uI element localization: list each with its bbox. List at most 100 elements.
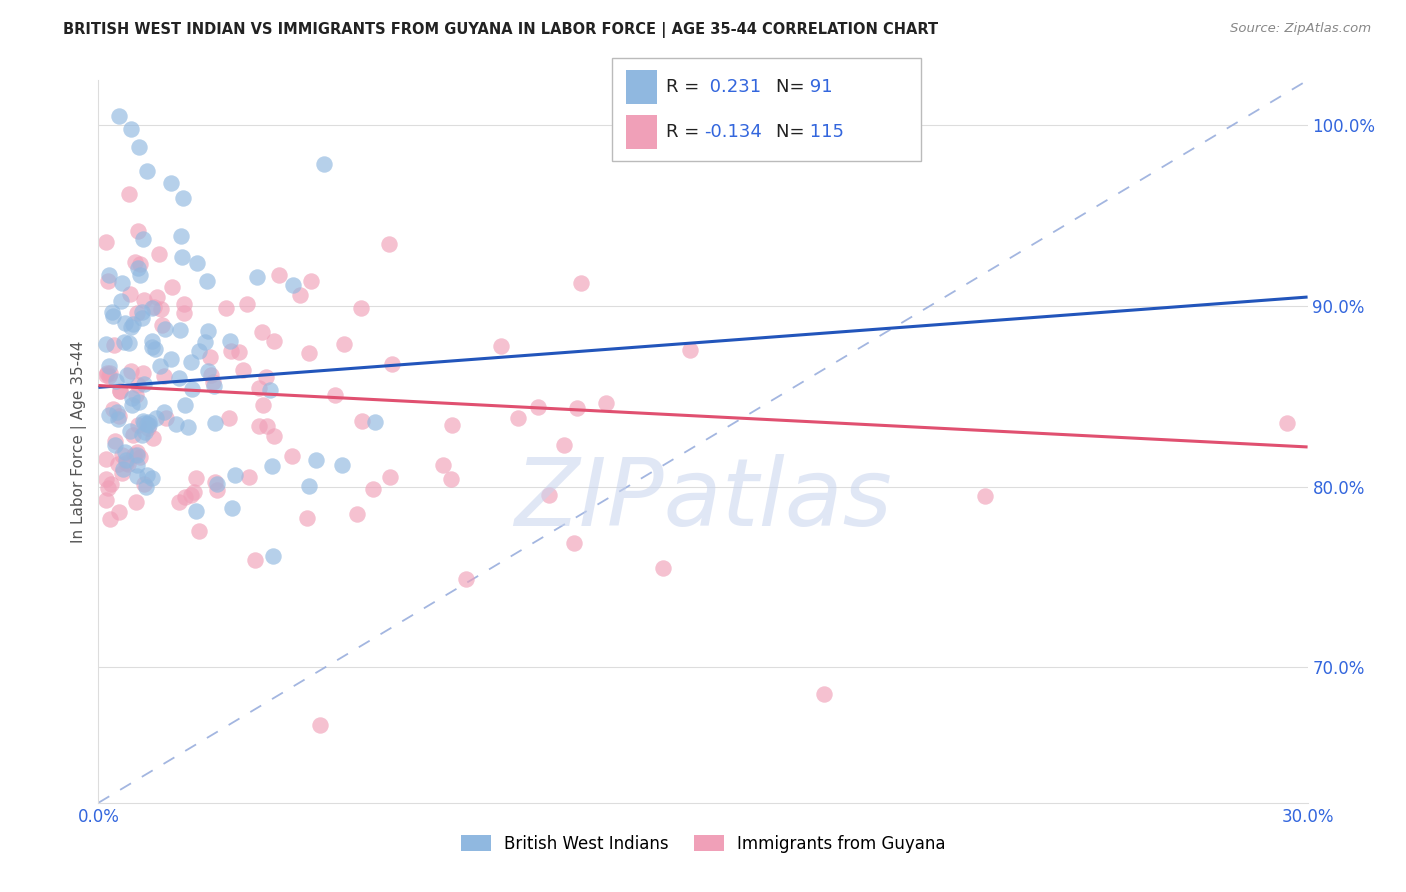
Point bbox=[101, 402, 124, 417]
Point bbox=[254, 370, 277, 384]
Point bbox=[127, 449, 149, 463]
Point bbox=[508, 410, 530, 425]
Point bbox=[108, 384, 131, 398]
Point bbox=[169, 323, 191, 337]
Point bbox=[263, 334, 285, 349]
Point bbox=[167, 371, 190, 385]
Point bbox=[224, 468, 246, 483]
Point bbox=[114, 452, 136, 467]
Point bbox=[97, 408, 120, 422]
Point bbox=[188, 343, 211, 358]
Point bbox=[194, 335, 217, 350]
Point bbox=[110, 294, 132, 309]
Point bbox=[121, 398, 143, 412]
Point bbox=[117, 458, 139, 472]
Point bbox=[180, 382, 202, 396]
Point bbox=[160, 352, 183, 367]
Point bbox=[114, 316, 136, 330]
Point bbox=[128, 257, 150, 271]
Point bbox=[98, 511, 121, 525]
Point bbox=[432, 458, 454, 473]
Point bbox=[111, 276, 134, 290]
Point bbox=[537, 487, 560, 501]
Point bbox=[114, 444, 136, 458]
Point bbox=[127, 224, 149, 238]
Point bbox=[553, 437, 575, 451]
Point bbox=[259, 384, 281, 398]
Text: R =: R = bbox=[666, 123, 706, 141]
Text: N=: N= bbox=[776, 123, 810, 141]
Point bbox=[246, 270, 269, 285]
Point bbox=[187, 524, 209, 538]
Point bbox=[364, 415, 387, 429]
Point bbox=[180, 355, 202, 369]
Point bbox=[202, 375, 225, 389]
Point bbox=[121, 392, 143, 406]
Point bbox=[138, 420, 160, 434]
Point bbox=[125, 495, 148, 509]
Point bbox=[118, 187, 141, 202]
Point bbox=[350, 301, 373, 316]
Point bbox=[128, 140, 150, 154]
Point bbox=[134, 480, 156, 494]
Point bbox=[125, 458, 148, 472]
Point bbox=[235, 296, 257, 310]
Point bbox=[173, 490, 195, 504]
Y-axis label: In Labor Force | Age 35-44: In Labor Force | Age 35-44 bbox=[72, 341, 87, 542]
Point bbox=[120, 122, 142, 136]
Point bbox=[131, 305, 153, 319]
Point bbox=[124, 255, 146, 269]
Point bbox=[96, 492, 118, 507]
Point bbox=[243, 553, 266, 567]
Point bbox=[104, 374, 127, 388]
Point bbox=[250, 325, 273, 339]
Point bbox=[141, 301, 163, 315]
Text: ZIPatlas: ZIPatlas bbox=[515, 454, 891, 545]
Point bbox=[173, 398, 195, 412]
Point bbox=[219, 334, 242, 348]
Point bbox=[204, 416, 226, 430]
Point bbox=[125, 444, 148, 458]
Point bbox=[142, 300, 165, 314]
Point bbox=[298, 346, 321, 360]
Point bbox=[160, 176, 183, 190]
Point bbox=[332, 336, 354, 351]
Point bbox=[173, 306, 195, 320]
Point bbox=[160, 279, 183, 293]
Point bbox=[299, 274, 322, 288]
Point bbox=[141, 334, 163, 348]
Point bbox=[120, 286, 142, 301]
Point bbox=[454, 572, 477, 586]
Point bbox=[120, 364, 142, 378]
Point bbox=[346, 507, 368, 521]
Point bbox=[97, 274, 120, 288]
Point bbox=[165, 417, 187, 432]
Point bbox=[96, 368, 118, 382]
Point bbox=[107, 109, 129, 123]
Text: 91: 91 bbox=[804, 78, 832, 95]
Point bbox=[153, 322, 176, 336]
Point bbox=[131, 311, 153, 326]
Point bbox=[186, 504, 208, 518]
Point bbox=[96, 336, 118, 351]
Point bbox=[128, 395, 150, 409]
Point bbox=[177, 420, 200, 434]
Text: R =: R = bbox=[666, 78, 706, 95]
Point bbox=[135, 468, 157, 483]
Point bbox=[205, 483, 228, 498]
Point bbox=[148, 246, 170, 260]
Point bbox=[96, 235, 118, 249]
Point bbox=[247, 381, 270, 395]
Point bbox=[136, 417, 159, 431]
Point bbox=[288, 288, 311, 302]
Point bbox=[309, 718, 332, 732]
Point bbox=[112, 334, 135, 349]
Point bbox=[252, 398, 274, 412]
Point bbox=[118, 335, 141, 350]
Point bbox=[122, 449, 145, 463]
Point bbox=[170, 228, 193, 243]
Point bbox=[97, 481, 120, 495]
Point bbox=[108, 409, 131, 423]
Point bbox=[96, 472, 118, 486]
Point bbox=[974, 489, 997, 503]
